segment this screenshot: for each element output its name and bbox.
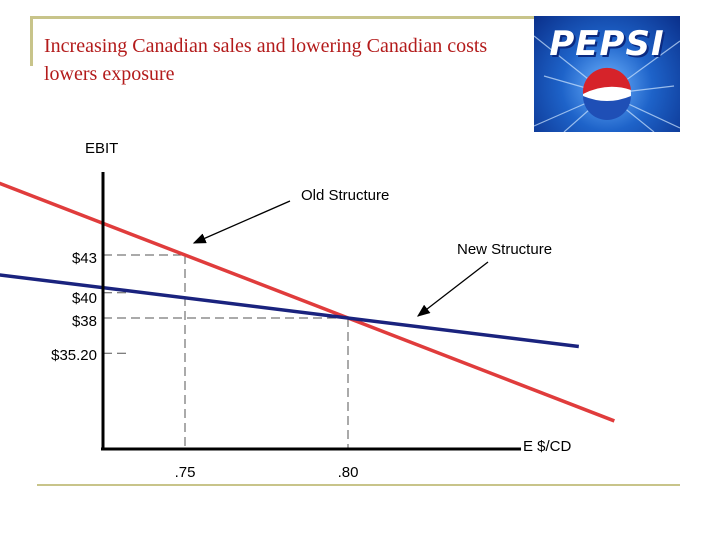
y-axis-label: EBIT xyxy=(85,140,118,157)
series-line-new-structure xyxy=(0,273,580,349)
x-tick-075: .75 xyxy=(175,464,196,481)
pepsi-globe-icon xyxy=(534,35,680,132)
pepsi-wordmark: PEPSI xyxy=(549,24,665,64)
frame-accent-top xyxy=(30,16,676,19)
x-axis-label: E $/CD xyxy=(523,438,572,455)
annotation-new-structure: New Structure xyxy=(457,241,552,258)
arrow-old-structure xyxy=(192,200,291,244)
series-line-old-structure xyxy=(0,181,615,423)
y-tick-40: $40 xyxy=(72,290,97,307)
y-tick-38: $38 xyxy=(72,313,97,330)
frame-accent-vertical xyxy=(30,16,33,66)
reference-lines xyxy=(103,254,349,449)
x-tick-080: .80 xyxy=(338,464,359,481)
pepsi-logo: PEPSI xyxy=(534,16,680,132)
frame-accent-bottom xyxy=(37,484,680,486)
y-tick-43: $43 xyxy=(72,250,97,267)
annotation-old-structure: Old Structure xyxy=(301,187,389,204)
series-lines xyxy=(0,181,615,423)
slide-title: Increasing Canadian sales and lowering C… xyxy=(44,35,488,85)
arrow-new-structure xyxy=(416,261,489,317)
y-tick-35-20: $35.20 xyxy=(51,347,97,364)
